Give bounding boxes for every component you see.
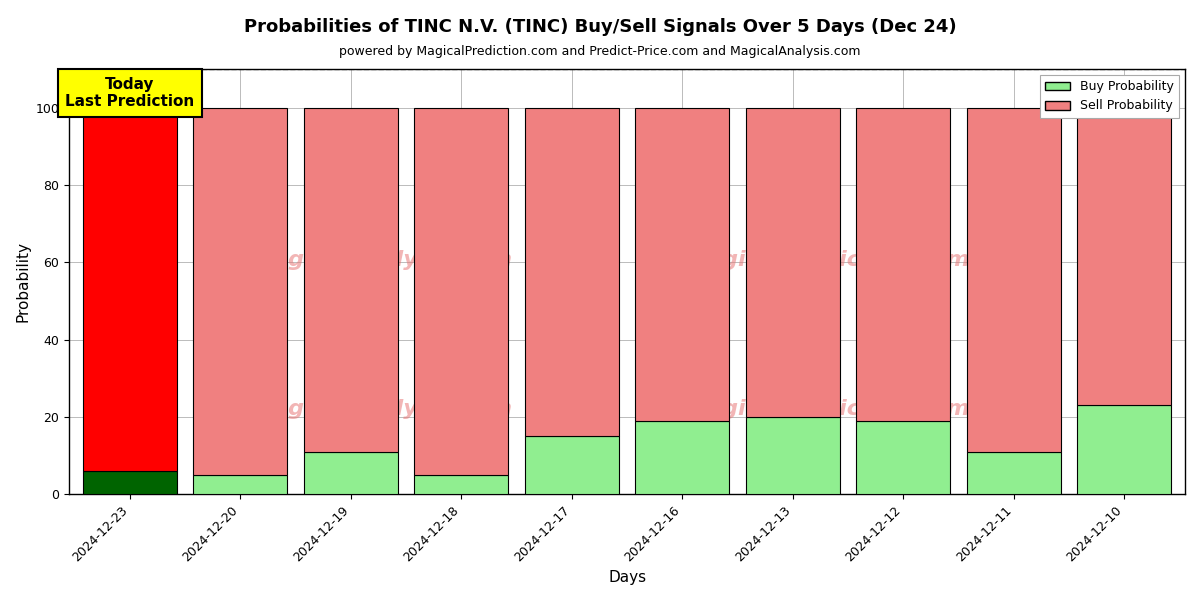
Bar	[193, 107, 287, 475]
Bar	[746, 417, 840, 494]
Bar	[746, 107, 840, 417]
Text: MagicalPrediction.com: MagicalPrediction.com	[685, 250, 970, 271]
Bar	[414, 107, 509, 475]
X-axis label: Days: Days	[608, 570, 646, 585]
Bar	[1078, 406, 1171, 494]
Bar	[193, 475, 287, 494]
Text: MagicalAnalysis.com: MagicalAnalysis.com	[251, 400, 512, 419]
Text: MagicalAnalysis.com: MagicalAnalysis.com	[251, 250, 512, 271]
Bar	[1078, 107, 1171, 406]
Text: Probabilities of TINC N.V. (TINC) Buy/Sell Signals Over 5 Days (Dec 24): Probabilities of TINC N.V. (TINC) Buy/Se…	[244, 18, 956, 36]
Bar	[524, 436, 619, 494]
Text: powered by MagicalPrediction.com and Predict-Price.com and MagicalAnalysis.com: powered by MagicalPrediction.com and Pre…	[340, 45, 860, 58]
Text: MagicalPrediction.com: MagicalPrediction.com	[685, 400, 970, 419]
Bar	[83, 471, 176, 494]
Legend: Buy Probability, Sell Probability: Buy Probability, Sell Probability	[1040, 75, 1178, 118]
Bar	[967, 107, 1061, 452]
Bar	[635, 421, 730, 494]
Bar	[635, 107, 730, 421]
Bar	[967, 452, 1061, 494]
Bar	[857, 421, 950, 494]
Bar	[83, 107, 176, 471]
Bar	[524, 107, 619, 436]
Bar	[857, 107, 950, 421]
Bar	[304, 107, 398, 452]
Text: Today
Last Prediction: Today Last Prediction	[65, 77, 194, 109]
Bar	[304, 452, 398, 494]
Bar	[414, 475, 509, 494]
Y-axis label: Probability: Probability	[16, 241, 30, 322]
